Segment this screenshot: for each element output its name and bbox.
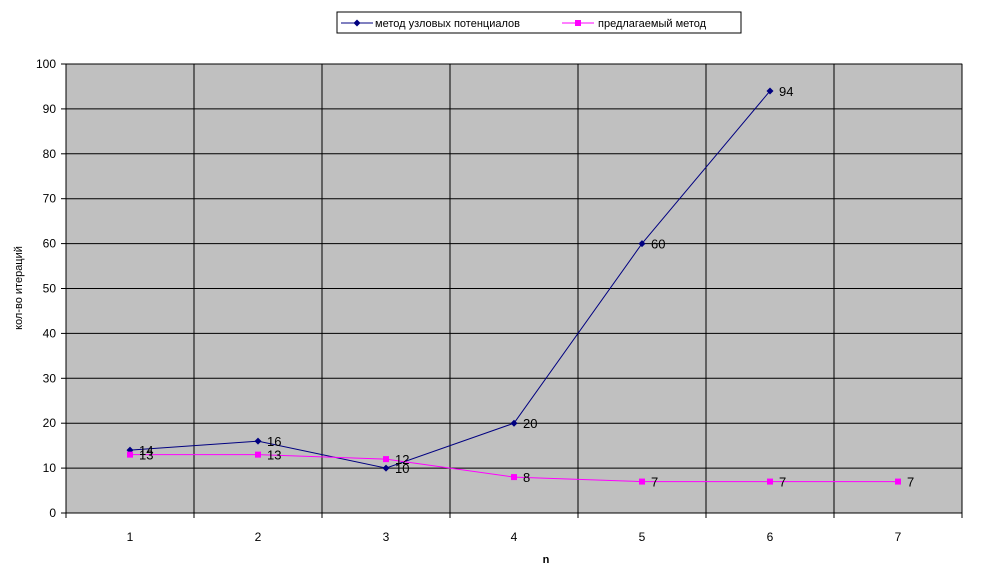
x-tick-label: 4 <box>511 530 518 544</box>
series-1-point <box>510 419 518 427</box>
x-axis-ticks: 1 2 3 4 5 6 7 <box>65 513 963 544</box>
legend: метод узловых потенциалов предлагаемый м… <box>336 11 742 34</box>
legend-series-1-marker <box>353 19 361 27</box>
series-1-data-label: 14 <box>139 443 153 458</box>
series-2-point <box>383 456 389 463</box>
series-1-point <box>254 437 262 445</box>
x-tick-label: 6 <box>767 530 774 544</box>
y-tick-label: 70 <box>43 192 57 206</box>
y-tick-label: 50 <box>43 282 57 296</box>
y-tick-label: 20 <box>43 416 57 430</box>
series-2-point <box>639 478 645 485</box>
series-1-data-label: 16 <box>267 434 281 449</box>
series-1-data-label: 60 <box>651 237 665 252</box>
data-labels: 14 16 10 20 60 94 13 13 12 8 7 7 7 <box>139 84 914 490</box>
series-1-data-label: 10 <box>395 461 409 476</box>
series-1-data-label: 94 <box>779 84 793 99</box>
series-2-data-label: 13 <box>267 448 281 463</box>
y-tick-label: 40 <box>43 326 57 340</box>
x-axis-title: n <box>543 554 550 566</box>
series-2-data-label: 7 <box>779 475 786 490</box>
series-2-data-label: 8 <box>523 470 530 485</box>
y-tick-label: 10 <box>43 461 57 475</box>
series-1-point <box>638 240 646 248</box>
y-axis-ticks: 0 10 20 30 40 50 60 70 80 90 100 <box>36 57 66 520</box>
series-2-point <box>895 478 901 485</box>
series-2-point <box>767 478 773 485</box>
x-tick-label: 5 <box>639 530 646 544</box>
y-tick-label: 80 <box>43 147 57 161</box>
y-tick-label: 60 <box>43 237 57 251</box>
series-2-data-label: 7 <box>907 475 914 490</box>
x-tick-label: 7 <box>895 530 902 544</box>
y-tick-label: 100 <box>36 57 56 71</box>
x-tick-label: 3 <box>383 530 390 544</box>
series-1-point <box>382 464 390 472</box>
y-tick-label: 30 <box>43 371 57 385</box>
x-tick-label: 1 <box>127 530 134 544</box>
series-1-point <box>766 87 774 95</box>
data-markers <box>126 87 901 485</box>
y-tick-label: 0 <box>49 506 56 520</box>
series-2-point <box>127 451 133 458</box>
legend-series-2-label: предлагаемый метод <box>598 18 707 30</box>
series-2-data-label: 7 <box>651 475 658 490</box>
series-2-data-label: 13 <box>139 448 153 463</box>
series-2-data-label: 12 <box>395 452 409 467</box>
legend-series-1-label: метод узловых потенциалов <box>375 18 520 30</box>
y-axis-title: кол-во итераций <box>13 246 25 330</box>
x-tick-label: 2 <box>255 530 262 544</box>
legend-box <box>336 11 742 34</box>
series-2-point <box>255 451 261 458</box>
legend-series-2-marker <box>575 20 581 26</box>
series-2-point <box>511 474 517 481</box>
y-tick-label: 90 <box>43 102 57 116</box>
series-line-1 <box>129 90 771 469</box>
series-1-data-label: 20 <box>523 416 537 431</box>
